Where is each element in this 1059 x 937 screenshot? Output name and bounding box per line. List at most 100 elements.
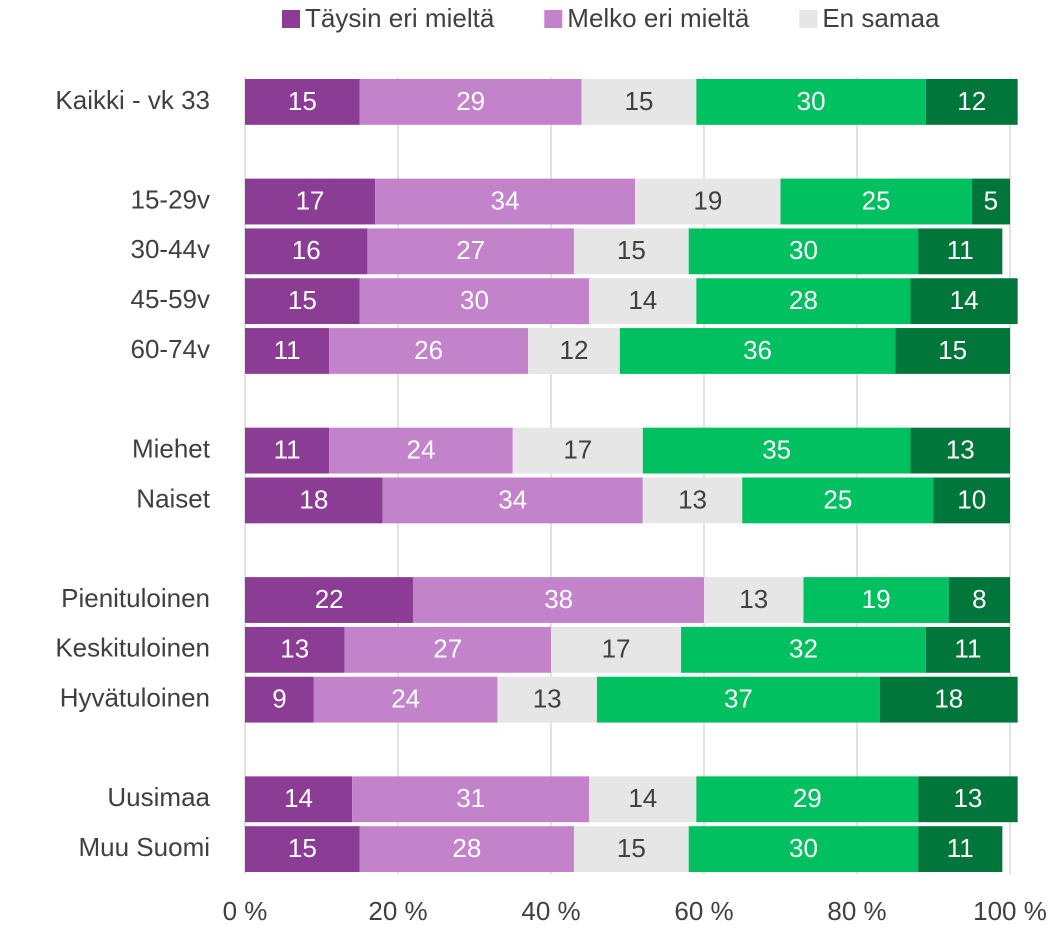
- bar-segment: [635, 178, 781, 225]
- y-tick-label: Muu Suomi: [79, 832, 211, 862]
- y-tick-label: Naiset: [136, 483, 210, 513]
- y-tick-label: 15-29v: [131, 184, 211, 214]
- bar-segment: [245, 676, 314, 723]
- value-label: 34: [498, 484, 527, 514]
- value-label: 15: [288, 86, 317, 116]
- bar-segment: [895, 328, 1010, 374]
- value-label: 30: [460, 285, 489, 315]
- value-label: 22: [315, 584, 344, 614]
- value-label: 17: [563, 434, 592, 464]
- x-tick-label: 80 %: [827, 896, 886, 926]
- bar-segment: [512, 427, 643, 474]
- bar-segment: [551, 626, 682, 673]
- bar-segment: [704, 577, 804, 623]
- value-label: 15: [938, 335, 967, 365]
- y-tick-label: Keskituloinen: [55, 633, 210, 663]
- bar-segment: [589, 776, 697, 823]
- value-label: 12: [957, 86, 986, 116]
- bar-segment: [245, 427, 330, 474]
- bar-segment: [367, 228, 574, 275]
- value-label: 29: [456, 86, 485, 116]
- value-label: 11: [947, 235, 974, 265]
- x-tick-label: 0 %: [223, 896, 268, 926]
- bar-segment: [382, 477, 643, 524]
- bar-segment: [359, 78, 582, 125]
- bar-segment: [245, 626, 345, 673]
- y-tick-label: 30-44v: [131, 234, 211, 264]
- value-label: 11: [274, 434, 301, 464]
- value-label: 30: [789, 235, 818, 265]
- bar-segment: [573, 826, 689, 873]
- bar-segment: [359, 826, 574, 873]
- value-label: 26: [414, 335, 443, 365]
- bar-segment: [375, 178, 636, 225]
- bar-segment: [245, 477, 383, 524]
- value-label: 34: [491, 185, 520, 215]
- bar-segment: [619, 328, 896, 374]
- y-tick-label: Pienituloinen: [61, 583, 210, 613]
- value-label: 27: [433, 634, 462, 664]
- value-label: 11: [954, 634, 981, 664]
- value-label: 18: [934, 684, 963, 714]
- value-label: 25: [823, 484, 852, 514]
- bar-segment: [948, 577, 1010, 623]
- legend-swatch: [282, 10, 300, 28]
- bar-segment: [925, 626, 1010, 673]
- value-label: 15: [625, 86, 654, 116]
- value-label: 38: [544, 584, 573, 614]
- value-label: 16: [292, 235, 321, 265]
- bar-segment: [642, 427, 911, 474]
- x-tick-label: 60 %: [674, 896, 733, 926]
- value-label: 30: [789, 833, 818, 863]
- bar-segment: [329, 328, 529, 374]
- value-label: 15: [288, 833, 317, 863]
- bar-segment: [581, 78, 697, 125]
- x-tick-label: 20 %: [368, 896, 427, 926]
- value-label: 15: [617, 833, 646, 863]
- value-label: 29: [793, 783, 822, 813]
- bar-segment: [245, 776, 353, 823]
- value-label: 14: [950, 285, 979, 315]
- legend-label: En samaa: [822, 3, 940, 33]
- bar-segment: [245, 577, 414, 623]
- value-label: 19: [862, 584, 891, 614]
- y-tick-label: 45-59v: [131, 284, 211, 314]
- bar-segment: [359, 278, 590, 325]
- value-label: 9: [272, 684, 286, 714]
- bar-segment: [971, 178, 1010, 225]
- bar-segment: [910, 278, 1018, 325]
- bar-segment: [688, 826, 919, 873]
- bar-segment: [329, 427, 513, 474]
- value-label: 13: [280, 634, 309, 664]
- value-label: 12: [559, 335, 588, 365]
- bar-segment: [681, 626, 926, 673]
- value-label: 30: [797, 86, 826, 116]
- bar-segment: [497, 676, 597, 723]
- bar-segment: [742, 477, 934, 524]
- value-label: 14: [284, 783, 313, 813]
- legend-label: Melko eri mieltä: [567, 3, 750, 33]
- y-tick-label: Uusimaa: [107, 782, 210, 812]
- value-label: 27: [456, 235, 485, 265]
- bar-segment: [925, 78, 1018, 125]
- bar-segment: [918, 826, 1003, 873]
- value-label: 13: [946, 434, 975, 464]
- value-label: 13: [533, 684, 562, 714]
- bar-segment: [245, 78, 360, 125]
- legend-label: Täysin eri mieltä: [305, 3, 495, 33]
- y-tick-label: 60-74v: [131, 334, 211, 364]
- value-label: 10: [957, 484, 986, 514]
- bar-segment: [245, 826, 360, 873]
- value-label: 24: [391, 684, 420, 714]
- bar-segment: [918, 776, 1018, 823]
- bar-segment: [642, 477, 743, 524]
- y-tick-label: Hyvätuloinen: [60, 683, 210, 713]
- value-label: 8: [972, 584, 986, 614]
- bar-segment: [918, 228, 1003, 275]
- value-label: 17: [296, 185, 325, 215]
- y-tick-label: Miehet: [132, 433, 211, 463]
- value-label: 15: [617, 235, 646, 265]
- value-label: 13: [678, 484, 707, 514]
- bar-segment: [245, 328, 330, 374]
